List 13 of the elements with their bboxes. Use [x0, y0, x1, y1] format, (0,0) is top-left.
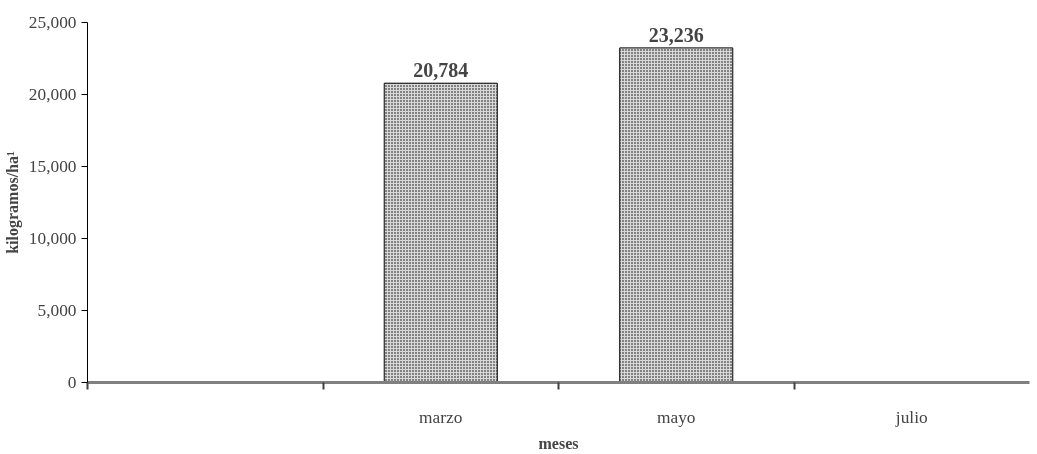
x-axis-title: meses — [538, 434, 579, 452]
x-tick-label: marzo — [419, 407, 463, 427]
y-tick-label: 0 — [67, 373, 77, 392]
x-tick-label: mayo — [657, 407, 696, 427]
y-tick-label: 15,000 — [28, 157, 77, 176]
y-tick-label: 10,000 — [28, 229, 77, 248]
y-axis-title: kilogramos/ha¹ — [3, 151, 22, 254]
data-label: 20,784 — [413, 59, 469, 82]
y-tick-label: 5,000 — [37, 301, 77, 320]
data-label: 23,236 — [648, 23, 704, 46]
y-tick-label: 20,000 — [28, 85, 77, 104]
y-tick-label: 25,000 — [28, 13, 77, 32]
x-tick-label: julio — [894, 407, 928, 427]
